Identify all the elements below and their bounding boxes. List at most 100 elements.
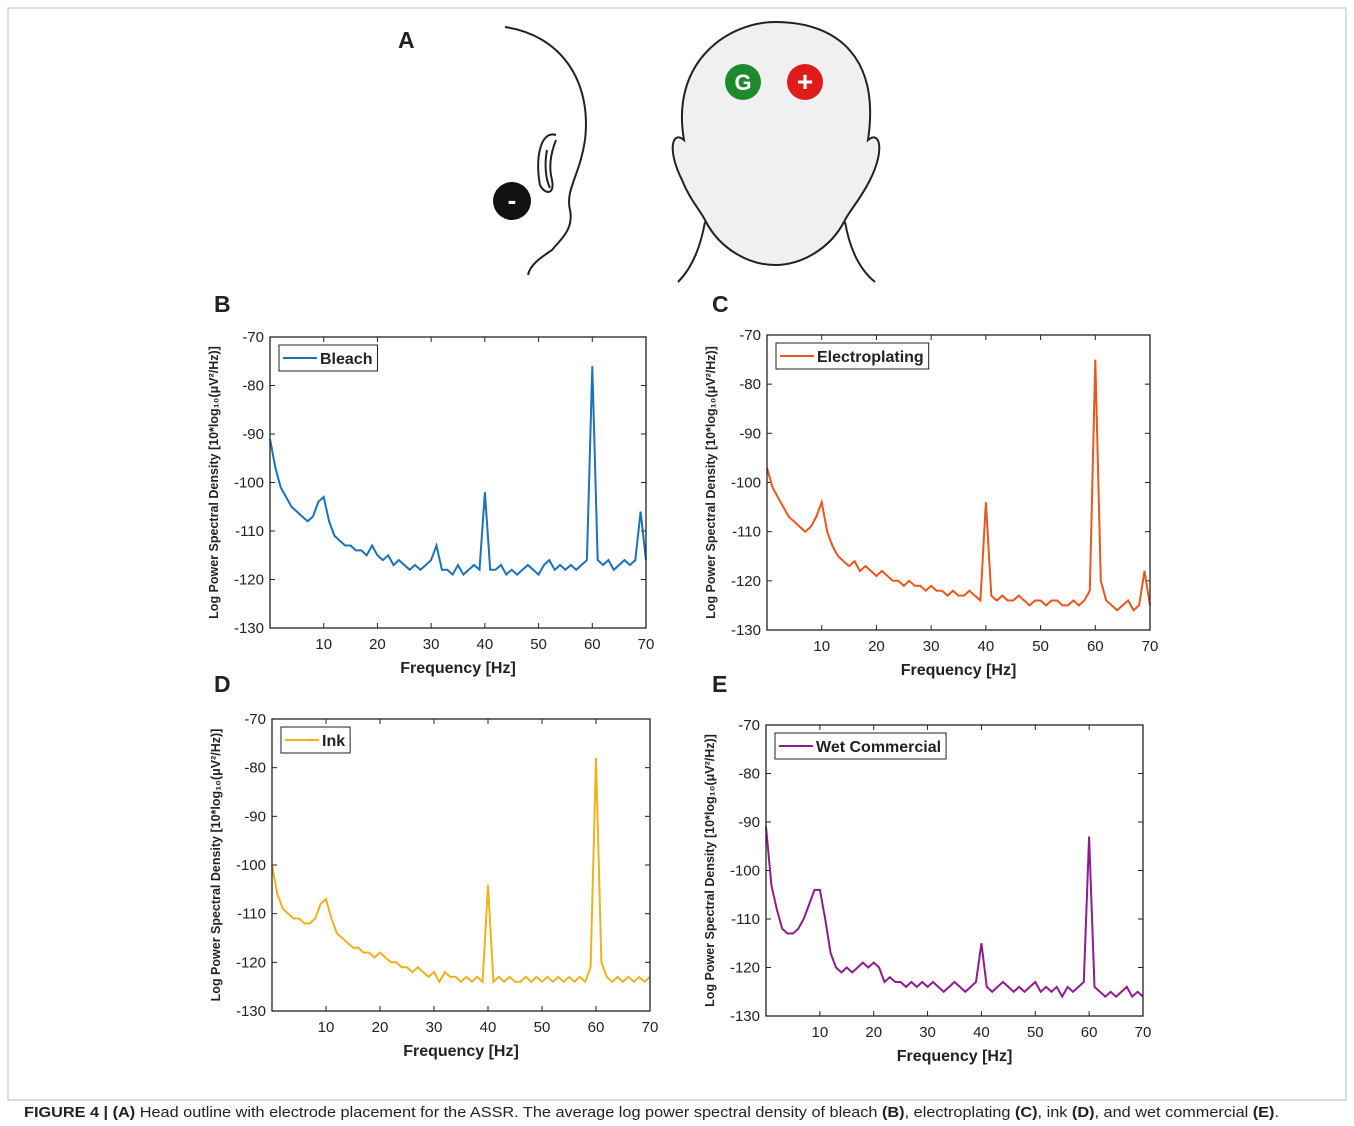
y-tick-label: -80 (738, 766, 760, 783)
x-tick-label: 40 (480, 1019, 497, 1036)
legend-label: Ink (322, 733, 345, 750)
x-tick-label: 40 (978, 638, 995, 655)
y-tick-label: -120 (234, 572, 264, 589)
x-tick-label: 70 (1135, 1024, 1152, 1041)
x-tick-label: 40 (973, 1024, 990, 1041)
plot-area (272, 719, 650, 1011)
legend-label: Bleach (320, 351, 372, 368)
x-tick-label: 60 (1081, 1024, 1098, 1041)
x-tick-label: 20 (868, 638, 885, 655)
x-tick-label: 70 (638, 636, 655, 653)
x-axis-label: Frequency [Hz] (901, 662, 1017, 679)
y-tick-label: -70 (242, 329, 264, 346)
y-tick-label: -130 (236, 1003, 266, 1020)
x-tick-label: 40 (477, 636, 494, 653)
axes-frame (765, 724, 1144, 1017)
panel-label: B (214, 291, 231, 317)
y-tick-label: -110 (731, 911, 760, 928)
y-tick-label: -100 (236, 857, 266, 874)
x-tick-label: 10 (318, 1019, 335, 1036)
electrode (725, 64, 761, 100)
y-tick-label: -130 (731, 622, 761, 639)
y-tick-label: -110 (235, 523, 264, 540)
y-tick-label: -90 (738, 814, 760, 831)
electrode (787, 64, 823, 100)
x-tick-label: 20 (865, 1024, 882, 1041)
x-tick-label: 50 (1032, 638, 1049, 655)
legend: Bleach (278, 344, 378, 372)
panel-label: A (398, 27, 415, 53)
panel-label: E (712, 671, 727, 697)
electrode-label: - (508, 185, 517, 215)
y-tick-label: -90 (739, 425, 761, 442)
panel-label: C (712, 291, 729, 317)
plot-area (270, 337, 646, 628)
caption-segment: , and wet commercial (1095, 1104, 1253, 1121)
axes-frame (271, 718, 651, 1012)
axes-frame (766, 334, 1151, 631)
y-tick-label: -90 (242, 426, 264, 443)
data-line (269, 366, 647, 577)
legend: Electroplating (775, 342, 930, 370)
caption: FIGURE 4 | (A) Head outline with electro… (24, 1104, 1279, 1121)
caption-segment: (D) (1072, 1104, 1095, 1121)
panel-label: D (214, 671, 231, 697)
x-tick-label: 30 (923, 638, 940, 655)
x-tick-label: 70 (642, 1019, 659, 1036)
data-line (765, 826, 1144, 999)
caption-segment: , electroplating (905, 1104, 1015, 1121)
side-head (504, 26, 587, 276)
y-tick-label: -80 (244, 760, 266, 777)
y-tick-label: -120 (730, 960, 760, 977)
x-axis-label: Frequency [Hz] (897, 1048, 1013, 1065)
y-tick-label: -110 (237, 906, 266, 923)
y-tick-label: -120 (731, 573, 761, 590)
y-tick-label: -130 (234, 620, 264, 637)
x-axis-label: Frequency [Hz] (403, 1043, 519, 1060)
legend-label: Electroplating (817, 349, 924, 366)
y-tick-label: -70 (244, 711, 266, 728)
x-tick-label: 20 (369, 636, 386, 653)
x-tick-label: 50 (534, 1019, 551, 1036)
x-tick-label: 60 (588, 1019, 605, 1036)
plot-area (766, 725, 1143, 1016)
data-line (766, 359, 1151, 612)
y-tick-label: -70 (739, 327, 761, 344)
y-tick-label: -90 (244, 808, 266, 825)
x-tick-label: 60 (584, 636, 601, 653)
y-axis-label: Log Power Spectral Density [10*log₁₀(μV²… (704, 346, 718, 619)
x-tick-label: 50 (1027, 1024, 1044, 1041)
x-tick-label: 30 (426, 1019, 443, 1036)
y-tick-label: -120 (236, 954, 266, 971)
y-tick-label: -70 (738, 717, 760, 734)
y-tick-label: -100 (731, 475, 761, 492)
caption-segment: . (1274, 1104, 1279, 1121)
y-tick-label: -100 (730, 863, 760, 880)
y-tick-label: -80 (739, 376, 761, 393)
x-tick-label: 30 (919, 1024, 936, 1041)
x-tick-label: 10 (813, 638, 830, 655)
plot-area (767, 335, 1150, 630)
legend: Ink (280, 726, 351, 754)
x-tick-label: 20 (372, 1019, 389, 1036)
x-tick-label: 60 (1087, 638, 1104, 655)
legend-label: Wet Commercial (816, 739, 941, 756)
electrode-label: + (797, 66, 813, 97)
caption-segment: (B) (882, 1104, 905, 1121)
y-axis-label: Log Power Spectral Density [10*log₁₀(μV²… (209, 729, 223, 1002)
y-tick-label: -100 (234, 475, 264, 492)
electrode (493, 182, 531, 220)
y-tick-label: -130 (730, 1008, 760, 1025)
x-tick-label: 70 (1142, 638, 1159, 655)
y-axis-label: Log Power Spectral Density [10*log₁₀(μV²… (207, 346, 221, 619)
caption-segment: (E) (1253, 1104, 1275, 1121)
x-tick-label: 30 (423, 636, 440, 653)
x-tick-label: 50 (530, 636, 547, 653)
x-axis-label: Frequency [Hz] (400, 660, 516, 677)
caption-segment: , ink (1038, 1104, 1072, 1121)
caption-segment: FIGURE 4 | (A) (24, 1104, 135, 1121)
caption-segment: (C) (1015, 1104, 1038, 1121)
data-line (271, 757, 651, 984)
y-axis-label: Log Power Spectral Density [10*log₁₀(μV²… (703, 734, 717, 1007)
